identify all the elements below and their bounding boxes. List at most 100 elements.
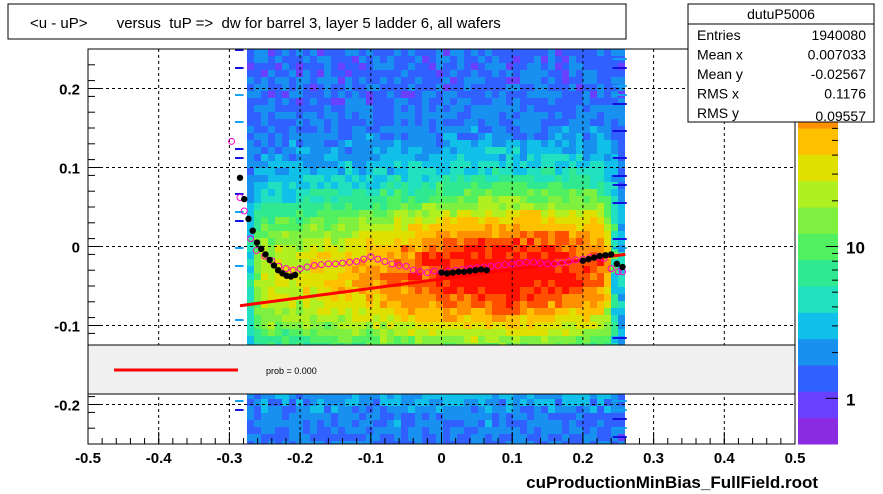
colorbar-segment-11	[798, 338, 838, 348]
heatmap-cell-2588	[562, 210, 569, 217]
heatmap-cell-1057	[373, 266, 380, 273]
heatmap-cell-1006	[366, 308, 373, 315]
heatmap-cell-1598	[443, 63, 450, 70]
heatmap-cell-1124	[380, 336, 387, 343]
heatmap-cell-2830	[590, 308, 597, 315]
heatmap-cell-2137	[506, 245, 513, 252]
heatmap-cell-2224	[520, 56, 527, 63]
heatmap-cell-1027	[373, 56, 380, 63]
heatmap-cell-620	[317, 399, 324, 406]
heatmap-cell-237	[275, 112, 282, 119]
fit-line	[239, 252, 626, 308]
heatmap-cell-2391	[534, 427, 541, 434]
heatmap-cell-138	[261, 217, 268, 224]
heatmap-cell-2691	[576, 133, 583, 140]
heatmap-cell-1156	[387, 161, 394, 168]
heatmap-cell-1480	[422, 434, 429, 441]
heatmap-cell-211	[268, 329, 275, 336]
heatmap-cell-1042	[373, 161, 380, 168]
heatmap-cell-1090	[380, 98, 387, 105]
heatmap-cell-1079	[373, 420, 380, 427]
heatmap-cell-2766	[583, 259, 590, 266]
heatmap-cell-631	[324, 77, 331, 84]
heatmap-cell-197	[268, 231, 275, 238]
heatmap-cell-2572	[562, 98, 569, 105]
heatmap-cell-2173	[513, 98, 520, 105]
heatmap-cell-803	[345, 84, 352, 91]
heatmap-cell-2991	[611, 238, 618, 245]
heatmap-cell-297	[282, 133, 289, 140]
heatmap-cell-775	[338, 287, 345, 294]
heatmap-cell-1510	[429, 245, 436, 252]
heatmap-cell-2027	[492, 273, 499, 280]
heatmap-cell-2147	[506, 315, 513, 322]
heatmap-cell-2732	[576, 420, 583, 427]
heatmap-cell-461	[303, 84, 310, 91]
heatmap-cell-1417	[415, 392, 422, 399]
heatmap-cell-2455	[548, 77, 555, 84]
heatmap-cell-394	[289, 413, 296, 420]
heatmap-cell-127	[261, 140, 268, 147]
heatmap-cell-2737	[583, 56, 590, 63]
black-point-14	[438, 269, 445, 276]
heatmap-cell-73	[254, 161, 261, 168]
heatmap-cell-326	[282, 336, 289, 343]
heatmap-cell-1352	[408, 336, 415, 343]
heatmap-cell-245	[275, 168, 282, 175]
heatmap-cell-202	[268, 266, 275, 273]
heatmap-cell-739	[331, 434, 338, 441]
heatmap-cell-166	[261, 413, 268, 420]
heatmap-cell-147	[261, 280, 268, 287]
pink-point-11	[303, 263, 311, 271]
heatmap-cell-2131	[506, 203, 513, 210]
heatmap-cell-590	[317, 189, 324, 196]
heatmap-cell-57	[254, 49, 261, 56]
heatmap-cell-1061	[373, 294, 380, 301]
heatmap-cell-2257	[520, 287, 527, 294]
heatmap-cell-1915	[478, 287, 485, 294]
heatmap-cell-3003	[611, 322, 618, 329]
heatmap-cell-1976	[485, 315, 492, 322]
heatmap-cell-3030	[618, 112, 625, 119]
heatmap-cell-990	[366, 196, 373, 203]
heatmap-cell-2958	[604, 406, 611, 413]
heatmap-cell-884	[352, 252, 359, 259]
heatmap-cell-1611	[443, 154, 450, 161]
heatmap-cell-1459	[422, 287, 429, 294]
heatmap-cell-2070	[499, 175, 506, 182]
heatmap-cell-2364	[534, 238, 541, 245]
heatmap-cell-668	[324, 336, 331, 343]
heatmap-cell-2980	[611, 161, 618, 168]
heatmap-cell-2175	[513, 112, 520, 119]
heatmap-cell-773	[338, 273, 345, 280]
heatmap-cell-660	[324, 280, 331, 287]
heatmap-cell-400	[296, 56, 303, 63]
heatmap-cell-1139	[380, 441, 387, 444]
heatmap-cell-462	[303, 91, 310, 98]
heatmap-cell-484	[303, 245, 310, 252]
heatmap-cell-1268	[401, 147, 408, 154]
heatmap-cell-293	[282, 105, 289, 112]
heatmap-cell-644	[324, 168, 331, 175]
heatmap-cell-550	[310, 308, 317, 315]
heatmap-cell-2586	[562, 196, 569, 203]
heatmap-cell-593	[317, 210, 324, 217]
heatmap-cell-3028	[618, 98, 625, 105]
heatmap-cell-1035	[373, 112, 380, 119]
heatmap-cell-1497	[429, 154, 436, 161]
pink-point-21	[374, 255, 382, 263]
heatmap-cell-399	[296, 49, 303, 56]
heatmap-cell-2948	[604, 336, 611, 343]
heatmap-cell-2445	[541, 406, 548, 413]
heatmap-cell-887	[352, 273, 359, 280]
heatmap-cell-801	[345, 70, 352, 77]
heatmap-cell-1367	[408, 441, 415, 444]
heatmap-cell-970	[366, 56, 373, 63]
heatmap-cell-464	[303, 105, 310, 112]
heatmap-cell-1177	[387, 308, 394, 315]
heatmap-cell-1328	[408, 168, 415, 175]
heatmap-cell-477	[303, 196, 310, 203]
heatmap-cell-1206	[394, 112, 401, 119]
heatmap-cell-1149	[387, 112, 394, 119]
heatmap-cell-2504	[548, 420, 555, 427]
